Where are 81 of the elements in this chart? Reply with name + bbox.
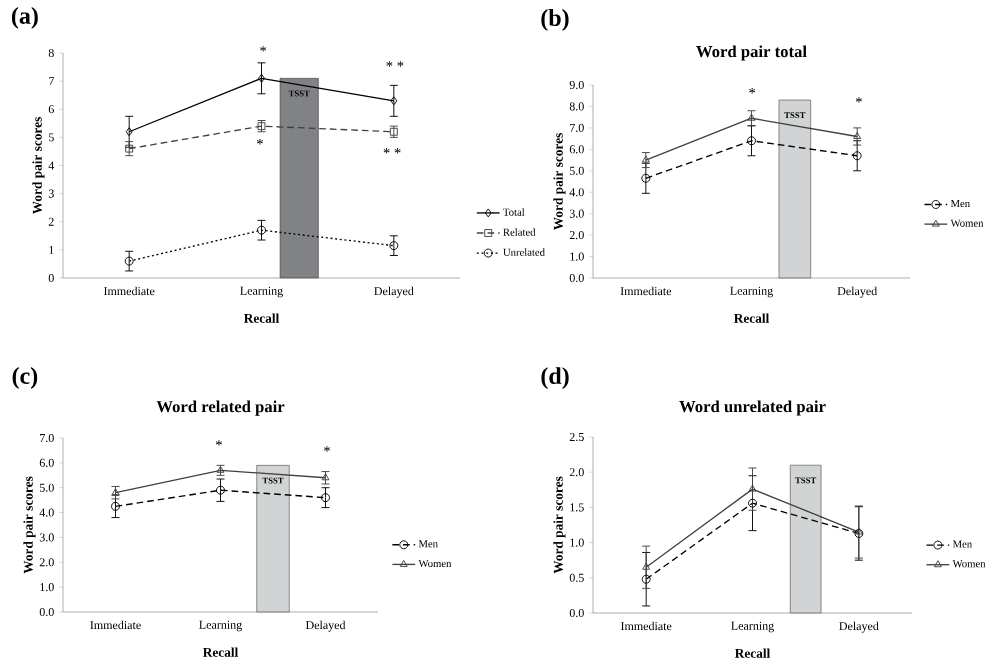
legend-label: Women	[418, 559, 452, 568]
x-tick-label: Delayed	[374, 286, 414, 298]
y-tick-label: 0.0	[39, 607, 54, 617]
annotation: *	[256, 139, 263, 145]
y-tick-label: 2.0	[569, 231, 584, 240]
y-tick-label: 0	[48, 273, 54, 283]
y-tick-label: 0.5	[569, 573, 584, 582]
y-tick-label: 7	[49, 77, 54, 86]
x-tick-label: Delayed	[305, 620, 346, 632]
y-tick-label: 3	[48, 189, 54, 198]
x-tick-label: Learning	[199, 620, 242, 632]
annotation: * *	[383, 148, 401, 154]
y-tick-label: 7.0	[570, 123, 584, 132]
y-tick-label: 2	[48, 217, 54, 226]
x-tick-label: Immediate	[620, 286, 672, 296]
legend-label: Men	[952, 540, 972, 548]
x-tick-label: Immediate	[90, 620, 141, 630]
legend-label: Men	[950, 199, 970, 208]
y-tick-label: 0.0	[569, 608, 584, 618]
x-axis-title: Recall	[733, 313, 770, 323]
series-label: TSST	[795, 477, 817, 484]
y-tick-label: 0.0	[569, 273, 584, 283]
y-axis-title: Word pair scores	[32, 117, 45, 215]
y-tick-label: 9.0	[569, 80, 584, 90]
legend-label: Women	[952, 560, 986, 568]
y-tick-label: 7.0	[40, 433, 54, 443]
x-tick-label: Learning	[731, 621, 774, 633]
y-tick-label: 3.0	[39, 533, 54, 542]
legend-label: Related	[503, 228, 536, 236]
x-tick-label: Delayed	[837, 286, 878, 298]
y-tick-label: 5	[48, 133, 54, 142]
legend-label: Total	[503, 208, 525, 216]
y-tick-label: 4.0	[39, 508, 54, 517]
text: (c)	[12, 367, 38, 389]
y-tick-label: 5.0	[569, 166, 584, 175]
chart-title: Word pair total	[696, 45, 807, 61]
text: (d)	[541, 367, 569, 389]
y-tick-label: 6	[48, 105, 54, 114]
y-tick-label: 6.0	[569, 145, 584, 154]
x-tick-label: Learning	[240, 286, 283, 298]
y-tick-label: 2.0	[39, 558, 54, 567]
annotation: *	[215, 440, 222, 446]
x-axis-title: Recall	[243, 313, 280, 323]
y-tick-label: 8.0	[569, 102, 584, 111]
text: *	[260, 46, 267, 52]
y-axis-title: Word pair scores	[553, 476, 566, 574]
y-tick-label: 1	[49, 245, 54, 254]
text: (b)	[541, 9, 569, 31]
y-tick-label: 6.0	[39, 458, 54, 467]
x-tick-label: Delayed	[839, 621, 879, 633]
annotation: *	[324, 446, 330, 452]
chart-title: Word unrelated pair	[679, 400, 826, 416]
annotation: *	[856, 97, 862, 103]
y-tick-label: 4	[48, 161, 55, 170]
y-tick-label: 1.0	[570, 252, 584, 261]
y-tick-label: 1.0	[40, 583, 54, 592]
y-tick-label: 1.0	[570, 538, 584, 547]
legend-label: Men	[418, 540, 438, 548]
y-tick-label: 1.5	[570, 503, 584, 512]
annotation: * *	[386, 61, 404, 67]
series-label: TSST	[262, 477, 284, 484]
x-axis-title: Recall	[734, 648, 771, 658]
y-axis-title: Word pair scores	[553, 133, 566, 231]
y-tick-label: 3.0	[569, 209, 584, 218]
annotation: *	[749, 88, 756, 94]
series-label: TSST	[784, 112, 806, 119]
legend-label: Unrelated	[503, 248, 545, 256]
x-tick-label: Immediate	[620, 621, 672, 631]
x-tick-label: Learning	[730, 286, 773, 298]
legend-label: Women	[950, 219, 984, 227]
chart-title: Word related pair	[156, 400, 285, 416]
y-tick-label: 2.0	[569, 468, 584, 477]
y-tick-label: 5.0	[39, 483, 54, 492]
text: (a)	[11, 7, 38, 29]
y-tick-label: 8	[48, 48, 54, 58]
y-axis-title: Word pair scores	[23, 476, 36, 574]
x-tick-label: Immediate	[103, 286, 155, 296]
x-axis-title: Recall	[202, 647, 239, 657]
series-label: TSST	[288, 90, 310, 97]
y-tick-label: 4.0	[569, 188, 584, 197]
y-tick-label: 2.5	[569, 432, 584, 442]
